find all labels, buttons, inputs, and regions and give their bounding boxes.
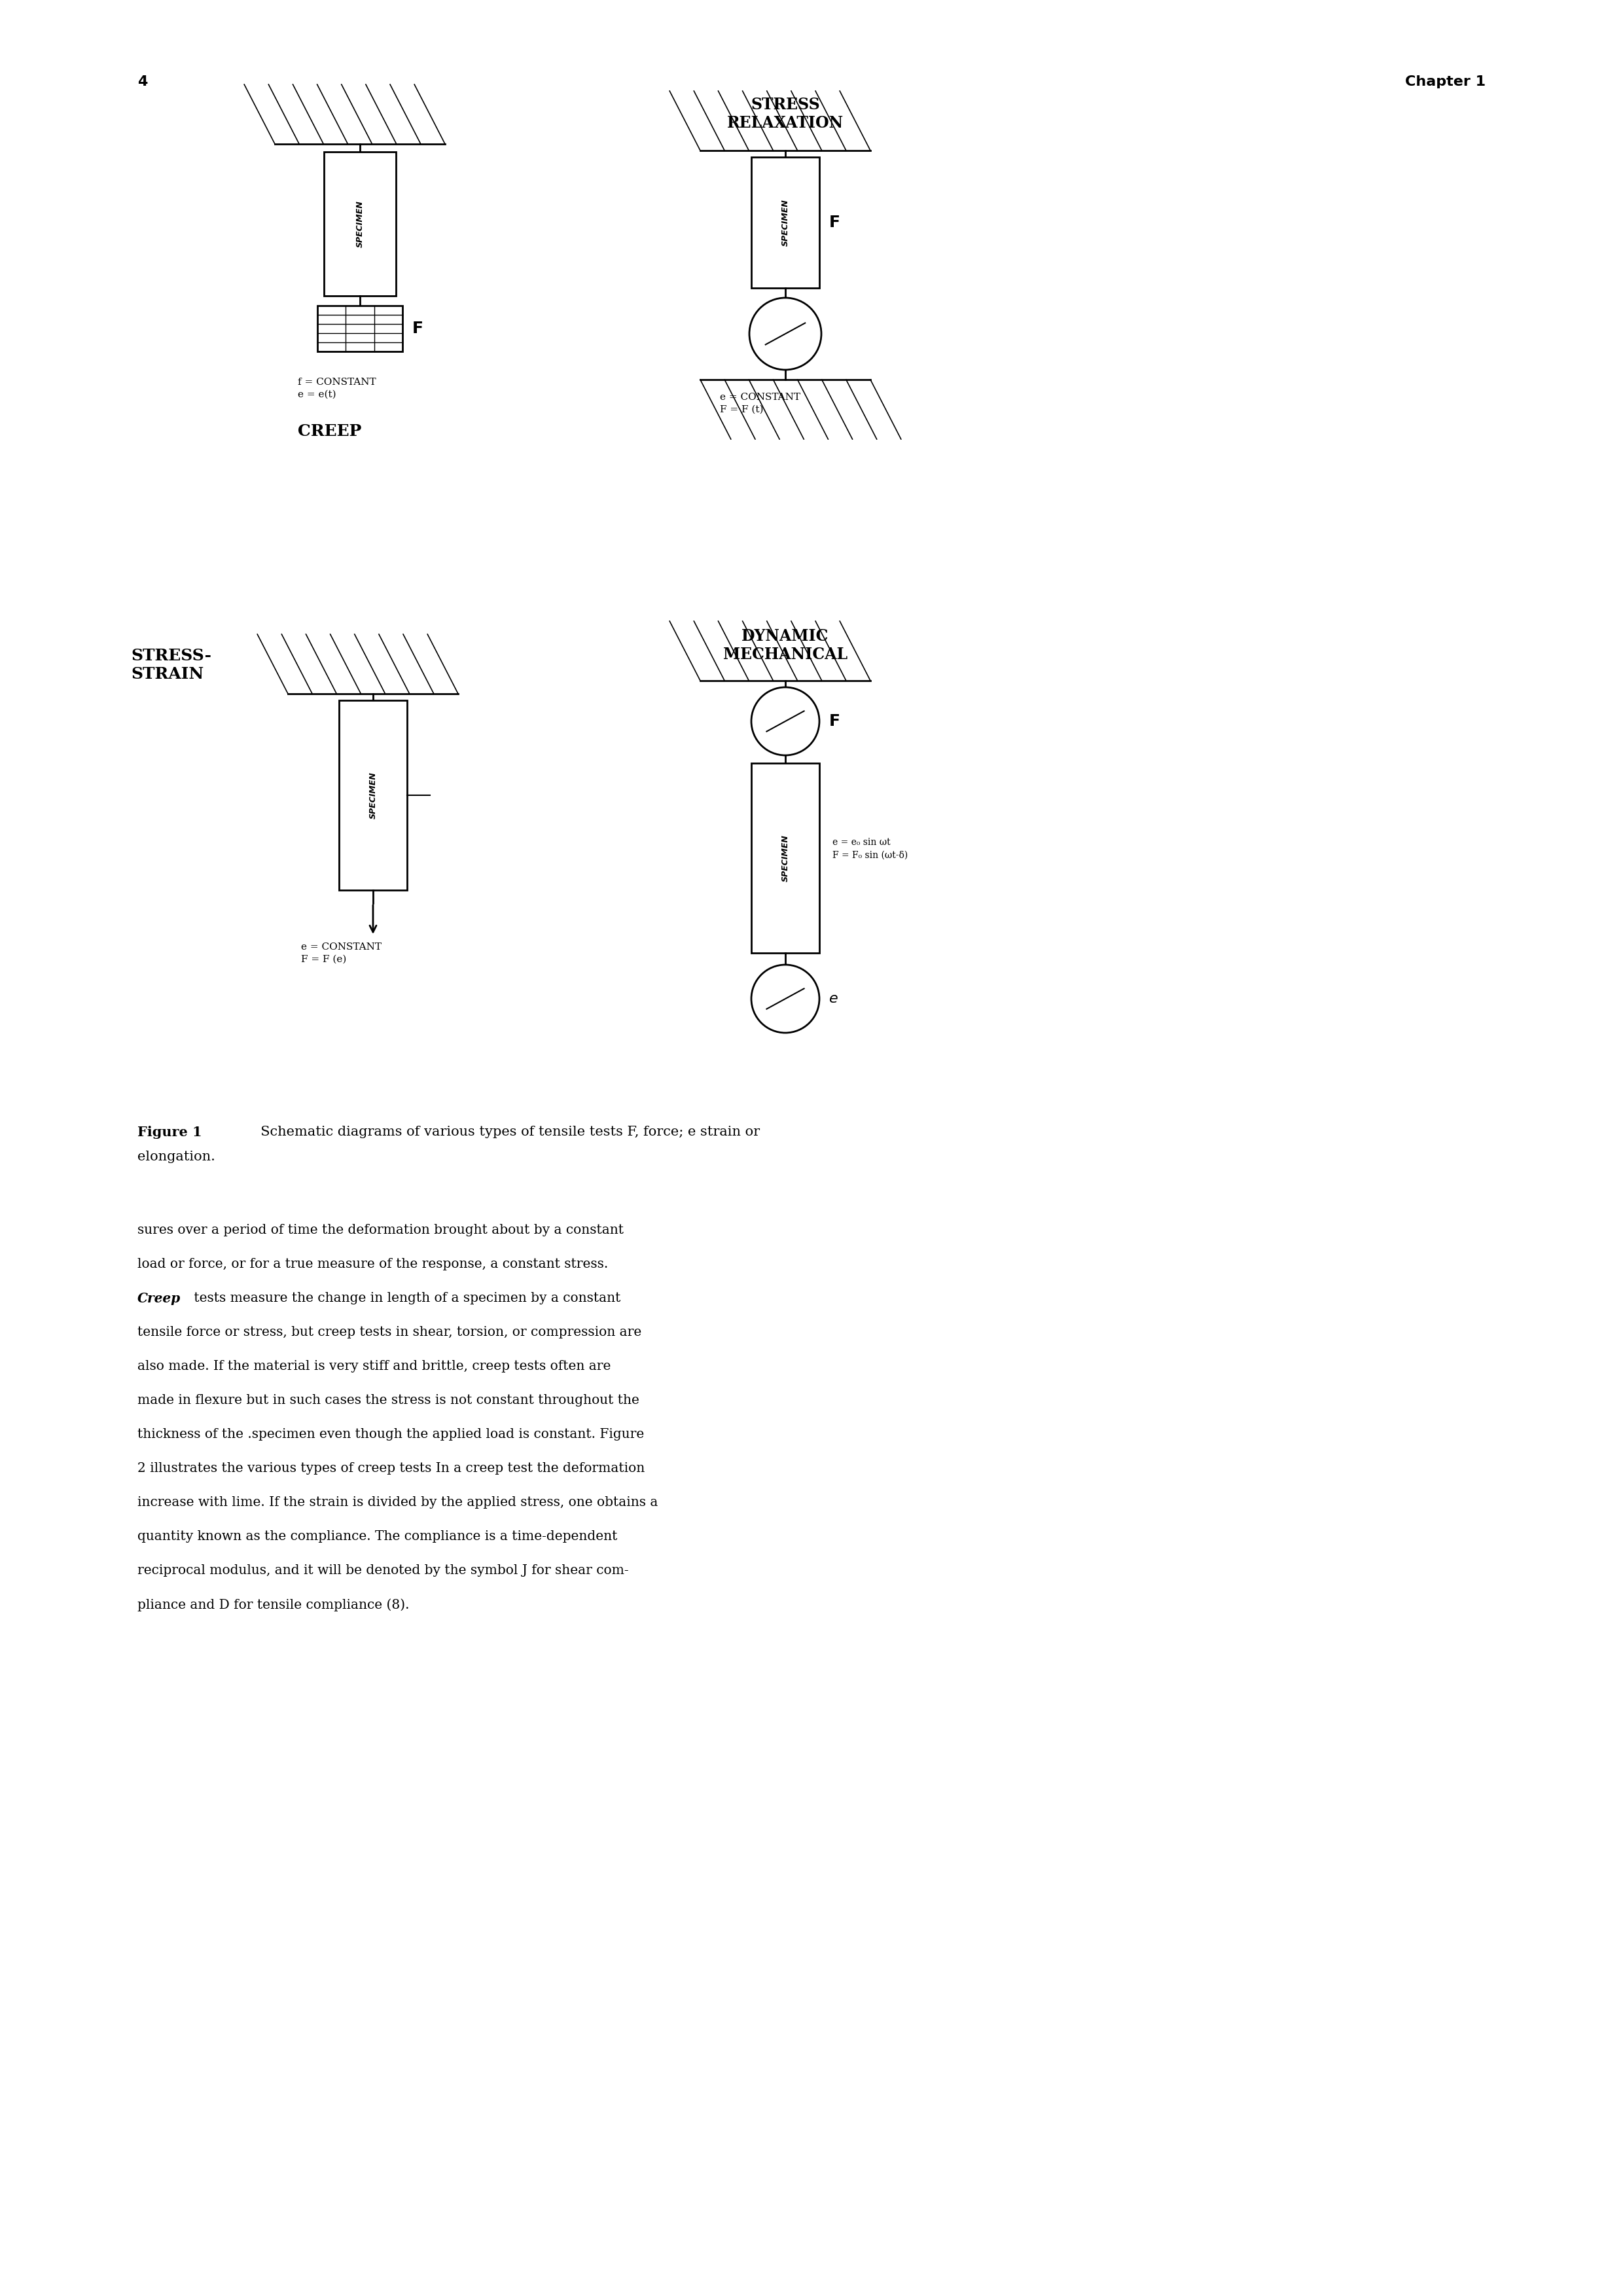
Text: SPECIMEN: SPECIMEN (781, 833, 789, 882)
Text: e = CONSTANT
F = F (e): e = CONSTANT F = F (e) (300, 941, 381, 964)
Text: DYNAMIC
MECHANICAL: DYNAMIC MECHANICAL (724, 629, 847, 661)
Circle shape (751, 687, 820, 755)
Circle shape (751, 964, 820, 1033)
Text: CREEP: CREEP (297, 422, 362, 439)
Text: e: e (829, 992, 837, 1006)
Text: thickness of the .specimen even though the applied load is constant. Figure: thickness of the .specimen even though t… (138, 1428, 644, 1440)
Text: made in flexure but in such cases the stress is not constant throughout the: made in flexure but in such cases the st… (138, 1394, 639, 1407)
Text: sures over a period of time the deformation brought about by a constant: sures over a period of time the deformat… (138, 1224, 623, 1235)
Text: elongation.: elongation. (138, 1150, 216, 1164)
Text: Creep: Creep (138, 1293, 180, 1304)
Circle shape (750, 298, 821, 370)
Text: STRESS-
STRAIN: STRESS- STRAIN (131, 647, 211, 682)
Text: F: F (412, 321, 424, 338)
Bar (751, 762, 820, 953)
Text: STRESS
RELAXATION: STRESS RELAXATION (727, 96, 844, 131)
Bar (751, 156, 820, 287)
Text: f = CONSTANT
e = e(t): f = CONSTANT e = e(t) (297, 377, 377, 400)
Text: F: F (829, 714, 841, 730)
Text: pliance and D for tensile compliance (8).: pliance and D for tensile compliance (8)… (138, 1598, 409, 1612)
Text: SPECIMEN: SPECIMEN (781, 200, 789, 246)
Text: tensile force or stress, but creep tests in shear, torsion, or compression are: tensile force or stress, but creep tests… (138, 1327, 641, 1339)
Text: reciprocal modulus, and it will be denoted by the symbol J for shear com-: reciprocal modulus, and it will be denot… (138, 1564, 628, 1577)
Text: increase with lime. If the strain is divided by the applied stress, one obtains : increase with lime. If the strain is div… (138, 1497, 657, 1508)
Bar (318, 305, 403, 351)
Text: SPECIMEN: SPECIMEN (355, 200, 364, 248)
Bar (339, 700, 407, 891)
Text: 2 illustrates the various types of creep tests In a creep test the deformation: 2 illustrates the various types of creep… (138, 1463, 644, 1474)
Text: e = e₀ sin ωt
F = F₀ sin (ωt-δ): e = e₀ sin ωt F = F₀ sin (ωt-δ) (833, 838, 907, 859)
Text: Chapter 1: Chapter 1 (1406, 76, 1485, 87)
Text: Schematic diagrams of various types of tensile tests F, force; e strain or: Schematic diagrams of various types of t… (252, 1125, 760, 1139)
Text: SPECIMEN: SPECIMEN (368, 771, 377, 820)
Text: F: F (829, 216, 841, 230)
Text: load or force, or for a true measure of the response, a constant stress.: load or force, or for a true measure of … (138, 1258, 609, 1270)
Text: e = CONSTANT
F = F (t): e = CONSTANT F = F (t) (721, 393, 800, 413)
Text: quantity known as the compliance. The compliance is a time-dependent: quantity known as the compliance. The co… (138, 1529, 617, 1543)
Text: also made. If the material is very stiff and brittle, creep tests often are: also made. If the material is very stiff… (138, 1359, 610, 1373)
Text: Figure 1: Figure 1 (138, 1125, 201, 1139)
Bar (325, 152, 396, 296)
Text: tests measure the change in length of a specimen by a constant: tests measure the change in length of a … (190, 1293, 620, 1304)
Text: 4: 4 (138, 76, 148, 87)
